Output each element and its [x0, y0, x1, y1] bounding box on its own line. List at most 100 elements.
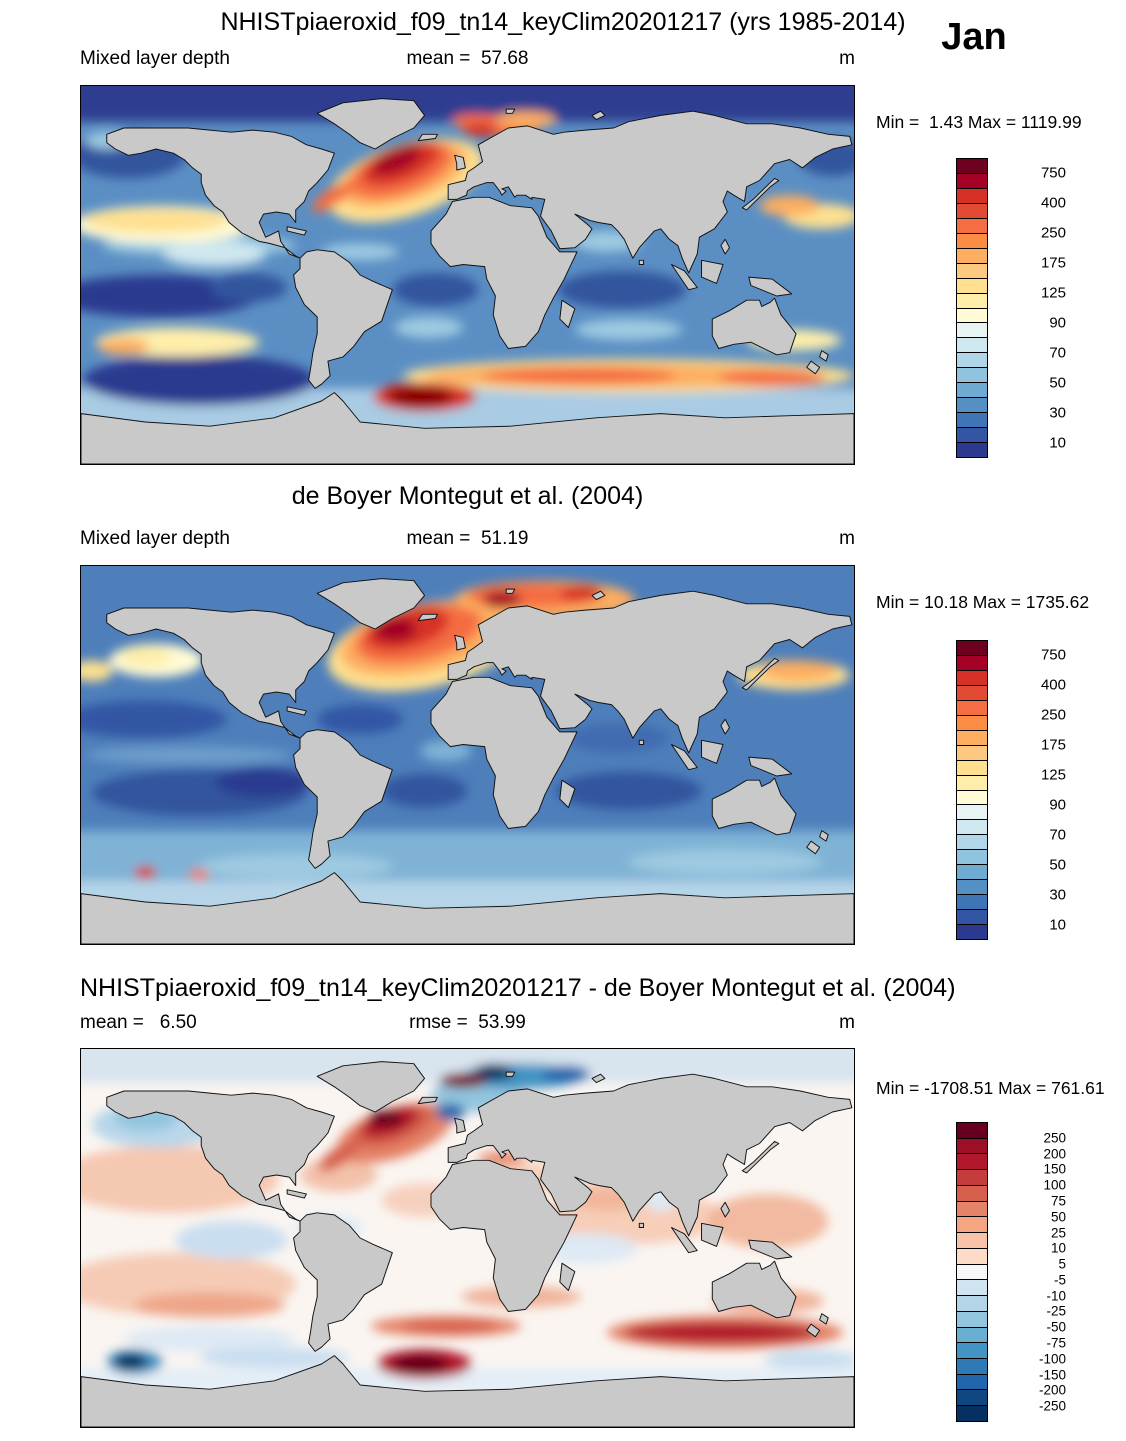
colorbar-box: [957, 684, 987, 700]
colorbar-tick-label: -5: [1053, 1272, 1066, 1288]
colorbar-box: [957, 382, 987, 398]
colorbar-box: [957, 654, 987, 670]
colorbar-stack: [956, 158, 988, 458]
map-obs-svg: [81, 566, 854, 944]
colorbar-tick-label: -100: [1038, 1351, 1066, 1367]
colorbar-tick-label: -150: [1038, 1367, 1066, 1383]
colorbar-stack: [956, 1122, 988, 1422]
panel3-minmax: Min = -1708.51 Max = 761.61: [876, 1078, 1105, 1098]
colorbar-box: [957, 804, 987, 820]
colorbar-box: [957, 909, 987, 925]
map-diff-mld: [80, 1048, 855, 1428]
colorbar-box: [957, 1263, 987, 1280]
colorbar-box: [957, 172, 987, 188]
colorbar-tick-label: 250: [1040, 706, 1066, 724]
colorbar-box: [957, 337, 987, 353]
colorbar-box: [957, 924, 987, 940]
colorbar-model: 750 400 250 175 125 90 70 50 30 10: [956, 158, 1066, 458]
colorbar-tick-label: 90: [1049, 314, 1066, 332]
colorbar-box: [957, 187, 987, 203]
colorbar-tick-label: -25: [1046, 1303, 1066, 1319]
colorbar-tick-label: 125: [1040, 284, 1066, 302]
colorbar-tick-label: 750: [1040, 164, 1066, 182]
colorbar-tick-label: 50: [1049, 374, 1066, 392]
colorbar-labels: 250 200 150 100 75 50 25 10 5 -5 -10 -25 -50 -75 -100-…: [1022, 1122, 1082, 1422]
panel2-minmax: Min = 10.18 Max = 1735.62: [876, 592, 1090, 612]
colorbar-tick-label: 70: [1049, 826, 1066, 844]
colorbar-tick-label: 175: [1040, 736, 1066, 754]
colorbar-tick-label: 10: [1050, 1240, 1066, 1256]
colorbar-obs: 750 400 250 175 125 90 70 50 30 10: [956, 640, 1066, 940]
colorbar-box: [957, 427, 987, 443]
colorbar-box: [957, 729, 987, 745]
month-label: Jan: [941, 16, 1007, 58]
panel1-mean-stat: mean = 57.68: [406, 48, 529, 69]
colorbar-tick-label: 10: [1049, 434, 1066, 452]
colorbar-tick-label: 175: [1040, 254, 1066, 272]
colorbar-labels: 750 400 250 175 125 90 70 50 30 10: [1022, 158, 1082, 458]
colorbar-tick-label: 30: [1049, 886, 1066, 904]
colorbar-box: [957, 322, 987, 338]
colorbar-tick-label: 100: [1043, 1177, 1066, 1193]
colorbar-tick-label: 250: [1043, 1130, 1066, 1146]
colorbar-box: [957, 247, 987, 263]
colorbar-box: [957, 1137, 987, 1154]
colorbar-box: [957, 641, 987, 655]
colorbar-box: [957, 307, 987, 323]
colorbar-tick-label: 50: [1050, 1209, 1066, 1225]
colorbar-box: [957, 397, 987, 413]
colorbar-tick-label: -250: [1038, 1398, 1066, 1414]
colorbar-box: [957, 714, 987, 730]
colorbar-box: [957, 262, 987, 278]
colorbar-box: [957, 352, 987, 368]
colorbar-box: [957, 412, 987, 428]
panel1-minmax: Min = 1.43 Max = 1119.99: [876, 112, 1082, 132]
colorbar-diff: 250 200 150 100 75 50 25 10 5 -5 -10 -25 -50 -75 -100-…: [956, 1122, 1066, 1422]
colorbar-box: [957, 1295, 987, 1311]
map-model-svg: [81, 86, 854, 464]
colorbar-box: [957, 849, 987, 865]
colorbar-box: [957, 864, 987, 880]
panel3-title: NHISTpiaeroxid_f09_tn14_keyClim20201217 …: [80, 974, 956, 1002]
panel1-field-label: Mixed layer depth: [80, 48, 230, 69]
colorbar-box: [957, 1405, 987, 1421]
colorbar-tick-label: 250: [1040, 224, 1066, 242]
colorbar-box: [957, 669, 987, 685]
colorbar-box: [957, 159, 987, 173]
colorbar-box: [957, 1169, 987, 1185]
colorbar-box: [957, 1216, 987, 1233]
panel2-title: de Boyer Montegut et al. (2004): [291, 482, 644, 510]
colorbar-tick-label: 125: [1040, 766, 1066, 784]
colorbar-tick-label: 400: [1040, 676, 1066, 694]
colorbar-tick-label: 750: [1040, 646, 1066, 664]
colorbar-tick-label: 70: [1049, 344, 1066, 362]
colorbar-tick-label: -75: [1046, 1335, 1066, 1351]
colorbar-tick-label: -50: [1046, 1319, 1066, 1335]
colorbar-box: [957, 819, 987, 835]
colorbar-tick-label: -200: [1038, 1382, 1066, 1398]
colorbar-tick-label: 200: [1043, 1146, 1066, 1162]
colorbar-box: [957, 699, 987, 715]
colorbar-tick-label: 400: [1040, 194, 1066, 212]
panel2-units-label: m: [839, 528, 855, 549]
colorbar-box: [957, 1389, 987, 1406]
colorbar-box: [957, 834, 987, 850]
colorbar-tick-label: -10: [1046, 1288, 1066, 1304]
panel2-field-label: Mixed layer depth: [80, 528, 230, 549]
colorbar-box: [957, 1342, 987, 1359]
colorbar-tick-label: 75: [1050, 1193, 1066, 1209]
colorbar-box: [957, 202, 987, 218]
panel2-mean-stat: mean = 51.19: [406, 528, 529, 549]
colorbar-box: [957, 292, 987, 308]
colorbar-box: [957, 367, 987, 383]
map-model-mld: [80, 85, 855, 465]
colorbar-box: [957, 879, 987, 895]
colorbar-box: [957, 217, 987, 233]
colorbar-box: [957, 1184, 987, 1201]
colorbar-box: [957, 1310, 987, 1327]
colorbar-tick-label: 5: [1058, 1256, 1066, 1272]
panel1-title: NHISTpiaeroxid_f09_tn14_keyClim20201217 …: [220, 8, 906, 36]
colorbar-box: [957, 774, 987, 790]
colorbar-box: [957, 744, 987, 760]
